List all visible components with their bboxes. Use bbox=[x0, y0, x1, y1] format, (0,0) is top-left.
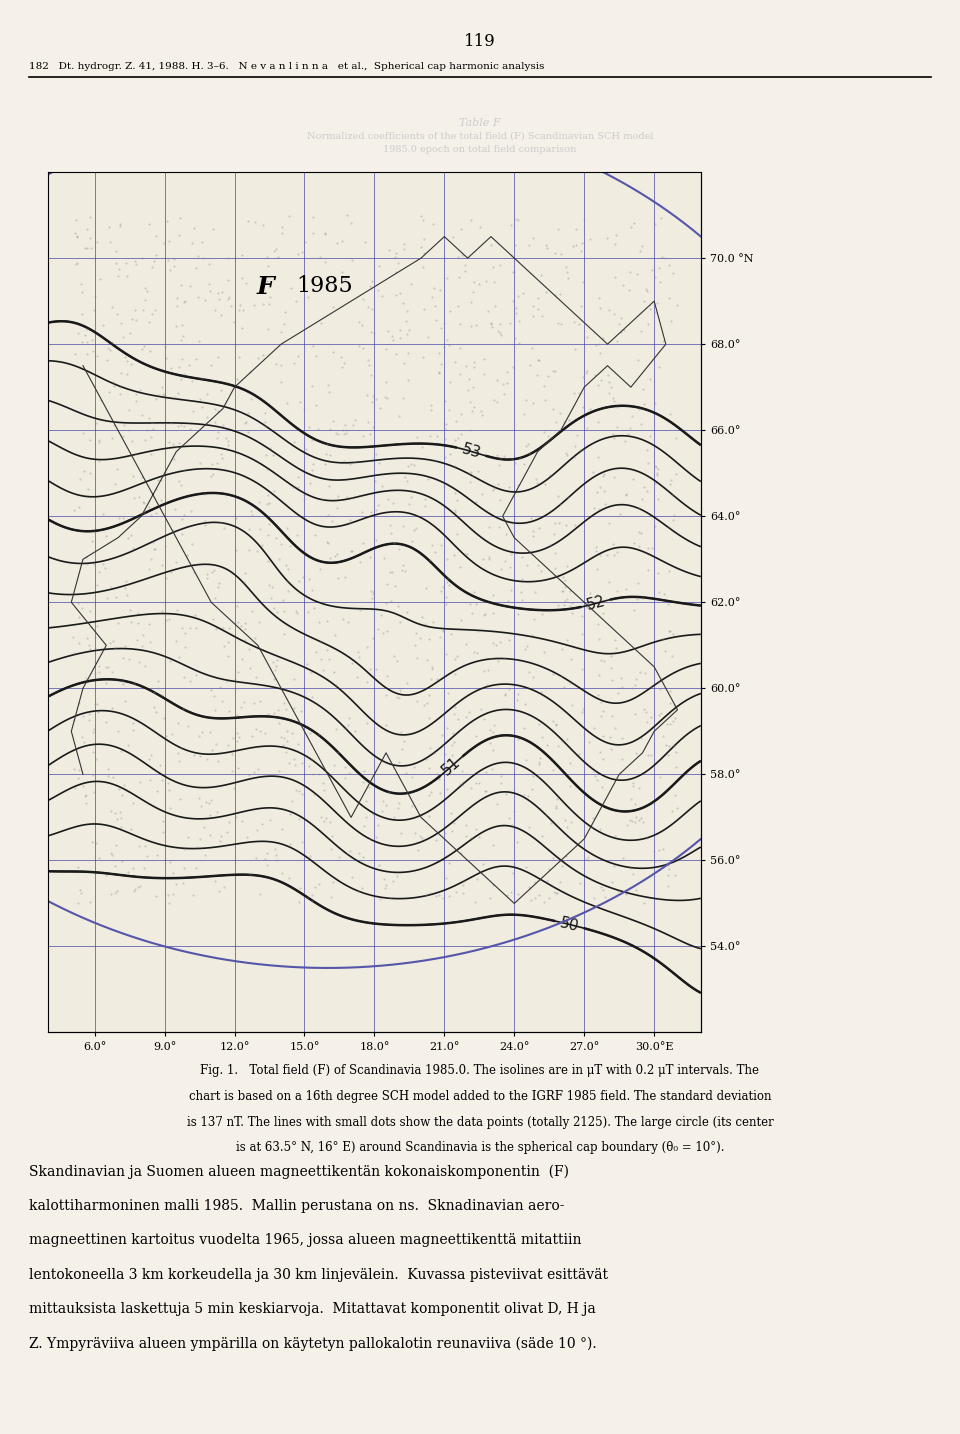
Text: Fig. 1.   Total field (F) of Scandinavia 1985.0. The isolines are in μT with 0.2: Fig. 1. Total field (F) of Scandinavia 1… bbox=[201, 1064, 759, 1077]
Text: Skandinavian ja Suomen alueen magneettikentän kokonaiskomponentin  (F): Skandinavian ja Suomen alueen magneettik… bbox=[29, 1164, 568, 1179]
Text: 1985: 1985 bbox=[296, 275, 352, 297]
Text: Normalized coefficients of the total field (F) Scandinavian SCH model: Normalized coefficients of the total fie… bbox=[307, 132, 653, 141]
Text: mittauksista laskettuja 5 min keskiarvoja.  Mitattavat komponentit olivat D, H j: mittauksista laskettuja 5 min keskiarvoj… bbox=[29, 1302, 595, 1316]
Text: 53: 53 bbox=[460, 442, 483, 462]
Text: Z. Ympyräviiva alueen ympärilla on käytetyn pallokalotin reunaviiva (säde 10 °).: Z. Ympyräviiva alueen ympärilla on käyte… bbox=[29, 1336, 596, 1351]
Text: 50: 50 bbox=[559, 915, 581, 934]
Text: F: F bbox=[257, 275, 275, 300]
Text: 1985.0 epoch on total field comparison: 1985.0 epoch on total field comparison bbox=[383, 145, 577, 153]
Text: 52: 52 bbox=[585, 594, 607, 614]
Text: 182   Dt. hydrogr. Z. 41, 1988. H. 3–6.   N e v a n l i n n a   et al.,  Spheric: 182 Dt. hydrogr. Z. 41, 1988. H. 3–6. N … bbox=[29, 62, 544, 70]
Text: lentokoneella 3 km korkeudella ja 30 km linjevälein.  Kuvassa pisteviivat esittä: lentokoneella 3 km korkeudella ja 30 km … bbox=[29, 1268, 608, 1282]
Text: 51: 51 bbox=[440, 754, 464, 779]
Text: is 137 nT. The lines with small dots show the data points (totally 2125). The la: is 137 nT. The lines with small dots sho… bbox=[186, 1116, 774, 1129]
Text: Table F: Table F bbox=[459, 118, 501, 128]
Text: chart is based on a 16th degree SCH model added to the IGRF 1985 field. The stan: chart is based on a 16th degree SCH mode… bbox=[189, 1090, 771, 1103]
Text: kalottiharmoninen malli 1985.  Mallin perustana on ns.  Sknadinavian aero-: kalottiharmoninen malli 1985. Mallin per… bbox=[29, 1199, 564, 1213]
Text: 119: 119 bbox=[464, 33, 496, 50]
Text: is at 63.5° N, 16° E) around Scandinavia is the spherical cap boundary (θ₀ = 10°: is at 63.5° N, 16° E) around Scandinavia… bbox=[236, 1141, 724, 1154]
Text: magneettinen kartoitus vuodelta 1965, jossa alueen magneettikenttä mitattiin: magneettinen kartoitus vuodelta 1965, jo… bbox=[29, 1233, 582, 1248]
